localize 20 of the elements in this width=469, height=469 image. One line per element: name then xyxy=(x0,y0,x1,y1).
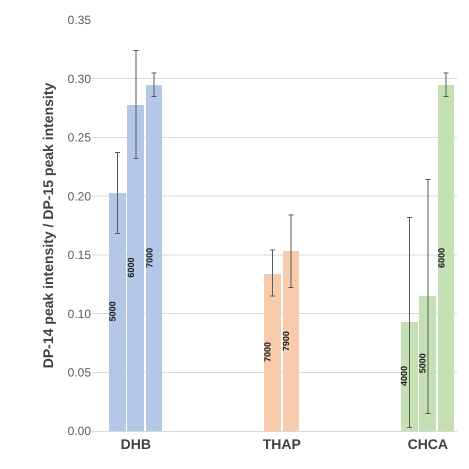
y-tick-label: 0.05 xyxy=(68,365,92,380)
annotation: 5000 xyxy=(108,301,118,322)
y-tick-label: 0.25 xyxy=(68,130,92,145)
x-tick-label: THAP xyxy=(262,436,301,452)
y-tick-label: 0.35 xyxy=(68,13,92,28)
y-tick-label: 0.20 xyxy=(68,189,92,204)
annotation: 4000 xyxy=(399,366,410,386)
annotation: 7000 xyxy=(262,342,272,362)
annotation: 7900 xyxy=(280,331,291,352)
annotation: 5000 xyxy=(417,353,428,374)
y-axis-title: DP-14 peak intensity / DP-15 peak intensity xyxy=(40,82,56,368)
y-tick-label: 0.15 xyxy=(68,248,92,262)
annotation: 6000 xyxy=(126,258,136,278)
x-tick-label: DHB xyxy=(120,436,151,452)
y-tick-label: 0.10 xyxy=(68,306,92,321)
y-tick-label: 0.30 xyxy=(68,72,92,86)
annotation: 7000 xyxy=(144,248,154,268)
annotation: 6000 xyxy=(436,248,446,268)
y-tick-label: 0.00 xyxy=(68,424,92,438)
x-tick-label: CHCA xyxy=(408,436,448,452)
